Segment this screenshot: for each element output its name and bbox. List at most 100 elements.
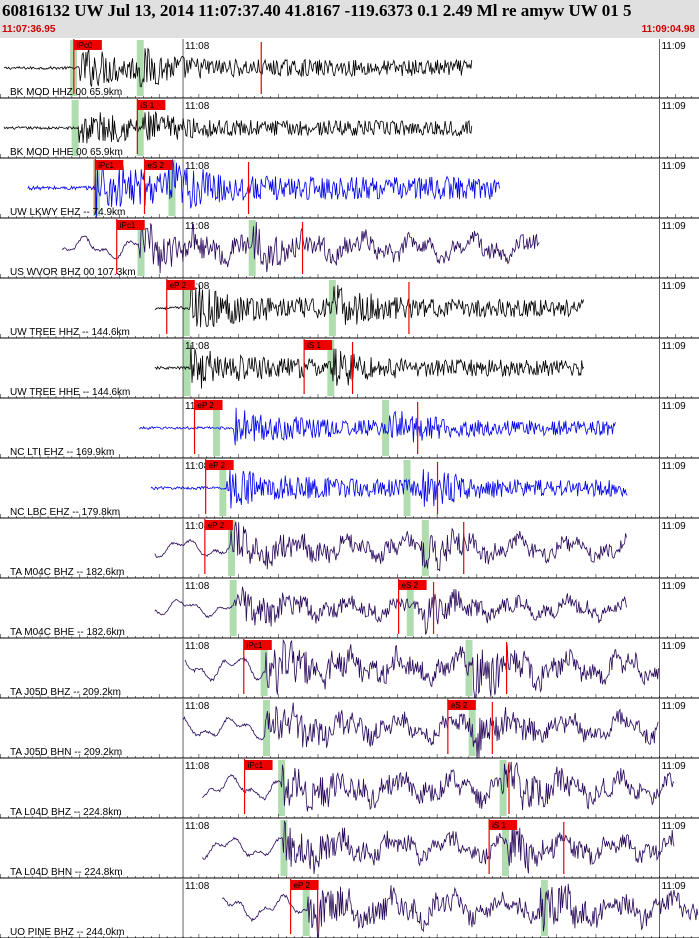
waveform-trace [150, 468, 628, 509]
waveform-trace [221, 883, 699, 938]
pick-label: eP 2 [209, 461, 226, 470]
pick-flag [204, 520, 233, 530]
phase-window [302, 880, 310, 936]
pick-flag [73, 40, 102, 50]
trace-panel: 11:08 11:09 iS 1 TA L04D BHN -- 224.8km [0, 819, 699, 879]
phase-window [278, 760, 286, 816]
time-mark-label: 11:09 [661, 281, 686, 292]
time-mark-label: 11:08 [185, 521, 210, 532]
trace-panel: 11:08 11:09 iPc1 TA L04D BHZ -- 224.8km [0, 759, 699, 819]
pick-flag [304, 340, 333, 350]
waveform-trace [3, 110, 473, 144]
pick-label: iPc1 [248, 761, 264, 770]
phase-window [499, 760, 507, 816]
time-mark-label: 11:09 [661, 401, 686, 412]
pick-flag [144, 160, 173, 170]
trace-panel: 11:08 11:09 iPc0 BK MOD HHZ 00 65.9km [0, 39, 699, 99]
pick-label: iPc0 [77, 41, 93, 50]
pick-label: iS 1 [307, 341, 321, 350]
time-mark-label: 11:09 [661, 821, 686, 832]
time-mark-label: 11:08 [185, 761, 210, 772]
time-mark-label: 11:08 [185, 281, 210, 292]
phase-window [260, 640, 268, 696]
phase-window [502, 820, 510, 876]
phase-window [421, 520, 429, 576]
waveform-trace [154, 284, 584, 328]
phase-window [137, 220, 145, 276]
phase-window [229, 580, 237, 636]
time-mark-label: 11:09 [661, 101, 686, 112]
trace-panel: 11:08 11:09 iPc1 eS 2 UW LKWY EHZ -- 74.9km [0, 159, 699, 219]
trace-panel: 11:08 11:09 iS 1 BK MOD HHE 00 65.9km [0, 99, 699, 159]
pick-flag [244, 760, 273, 770]
start-time: 11:07:36.95 [2, 24, 56, 35]
pick-flag [489, 820, 518, 830]
pick-flag [205, 460, 234, 470]
waveform-trace [3, 47, 473, 88]
event-title: 60816132 UW Jul 13, 2014 11:07:37.40 41.… [2, 1, 632, 20]
pick-flag [447, 700, 476, 710]
pick-flag [166, 280, 195, 290]
phase-window [540, 880, 548, 936]
time-mark-label: 11:09 [661, 701, 686, 712]
trace-panel: 11:08 11:09 eP 2 TA M04C BHZ -- 182.6km [0, 519, 699, 579]
pick-flag [137, 100, 166, 110]
phase-window [248, 220, 256, 276]
pick-label: eS 2 [148, 161, 165, 170]
waveform-trace [154, 521, 627, 572]
time-mark-label: 11:08 [185, 581, 210, 592]
waveform-trace [154, 586, 627, 635]
waveform-trace [138, 407, 616, 446]
station-label: NC LBC EHZ -- 179.8km [10, 507, 120, 518]
time-mark-label: 11:09 [661, 41, 686, 52]
pick-flag [398, 580, 427, 590]
phase-window [219, 460, 227, 516]
trace-panel: 11:08 11:09 eP 2 NC LBC EHZ -- 179.8km [0, 459, 699, 519]
time-mark-label: 11:09 [661, 581, 686, 592]
station-label: BK MOD HHZ 00 65.9km [10, 87, 122, 98]
pick-label: iPc1 [120, 221, 136, 230]
station-label: NC LTI EHZ -- 169.9km [10, 447, 114, 458]
pick-flag [116, 220, 145, 230]
pick-flag [290, 880, 319, 890]
time-mark-label: 11:09 [661, 761, 686, 772]
time-mark-label: 11:08 [185, 881, 210, 892]
time-mark-label: 11:08 [185, 41, 210, 52]
waveform-trace [202, 820, 675, 875]
time-mark-label: 11:08 [185, 641, 210, 652]
pick-label: iPc1 [98, 161, 114, 170]
pick-label: eP 2 [208, 521, 225, 530]
trace-panel: 11:08 11:09 iPc1 TA J05D BHZ -- 209.2km [0, 638, 699, 699]
pick-label: eP 2 [294, 881, 311, 890]
phase-window [465, 640, 473, 696]
phase-window [382, 400, 390, 456]
station-label: UW LKWY EHZ -- 74.9km [10, 207, 125, 218]
time-mark-label: 11:08 [185, 161, 210, 172]
time-mark-label: 11:09 [661, 221, 686, 232]
time-mark-label: 11:08 [185, 341, 210, 352]
trace-panel: 11:08 11:09 eP 2 UO PINE BHZ -- 244.0km [0, 879, 699, 938]
time-mark-label: 11:09 [661, 161, 686, 172]
time-mark-label: 11:09 [661, 461, 686, 472]
phase-window [136, 40, 144, 96]
trace-panel: 11:08 11:09 iS 1 UW TREE HHE -- 144.6km [0, 339, 699, 399]
station-label: UW TREE HHZ -- 144.6km [10, 327, 130, 338]
pick-flag [243, 640, 272, 650]
station-label: BK MOD HHE 00 65.9km [10, 147, 123, 158]
header-bar: 60816132 UW Jul 13, 2014 11:07:37.40 41.… [0, 0, 699, 38]
station-label: UO PINE BHZ -- 244.0km [10, 927, 124, 938]
waveform-trace [182, 702, 659, 758]
trace-panel: 11:08 11:09 eS 2 TA J05D BHN -- 209.2km [0, 699, 699, 759]
waveform-trace [27, 159, 500, 218]
pick-label: eP 2 [198, 401, 215, 410]
time-mark-label: 11:09 [661, 641, 686, 652]
phase-window [263, 700, 271, 756]
waveform-trace [154, 344, 584, 389]
station-label: TA J05D BHZ -- 209.2km [10, 687, 121, 698]
pick-flag [194, 400, 223, 410]
phase-window [328, 280, 336, 336]
pick-label: iPc1 [247, 641, 263, 650]
pick-label: eP 2 [170, 281, 187, 290]
